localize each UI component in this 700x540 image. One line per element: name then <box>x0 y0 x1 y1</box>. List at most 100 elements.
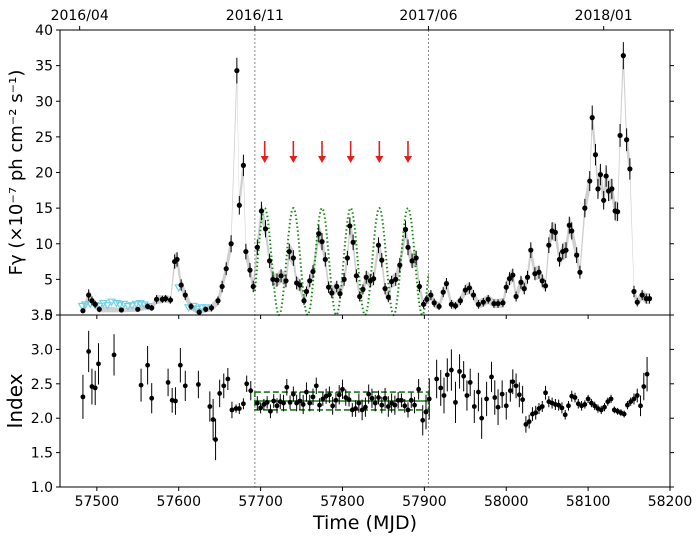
flux-point <box>470 292 477 298</box>
red-arrow-head <box>260 156 269 163</box>
index-point <box>307 400 313 406</box>
flux-point <box>258 208 265 214</box>
flux-point <box>250 283 256 290</box>
index-panel-frame <box>59 314 671 488</box>
flux-y-tick-label: 40 <box>35 23 53 39</box>
x-tick-label: 58000 <box>484 494 529 510</box>
x-tick-label: 57600 <box>156 494 201 510</box>
index-point <box>330 403 336 409</box>
flux-point <box>420 301 427 307</box>
flux-point <box>402 226 409 233</box>
red-arrow-head <box>346 156 355 163</box>
red-arrow-head <box>375 156 384 163</box>
flux-point <box>188 303 194 310</box>
index-point <box>254 400 260 406</box>
flux-point <box>347 223 353 229</box>
flux-point <box>424 296 430 302</box>
flux-point <box>329 290 335 296</box>
flux-point <box>363 274 369 280</box>
flux-point <box>521 286 527 292</box>
index-point <box>271 398 277 404</box>
flux-point <box>595 186 601 192</box>
flux-y-tick-label: 5 <box>44 272 53 288</box>
index-point <box>628 399 634 405</box>
flux-point <box>283 278 289 284</box>
index-y-tick-label: 1.5 <box>31 446 53 462</box>
index-point <box>405 407 411 413</box>
flux-point <box>307 278 313 284</box>
index-point <box>621 411 627 417</box>
index-point <box>444 372 450 378</box>
index-point <box>217 391 223 396</box>
flux-point <box>163 296 169 302</box>
x-tick-label: 57700 <box>238 494 283 510</box>
red-arrow-head <box>289 156 298 163</box>
x-axis-label: Time (MJD) <box>312 512 417 534</box>
index-point <box>605 399 611 405</box>
x-tick-label: 58200 <box>648 494 693 510</box>
index-point <box>520 397 526 403</box>
flux-point <box>267 258 273 264</box>
flux-point <box>466 285 472 291</box>
index-point <box>165 380 171 385</box>
flux-point <box>334 283 340 290</box>
index-point <box>566 403 571 409</box>
index-point <box>457 369 462 374</box>
flux-point <box>491 301 497 307</box>
flux-point <box>614 209 621 215</box>
index-point <box>608 396 614 402</box>
flux-y-tick-label: 35 <box>35 59 53 75</box>
index-point <box>346 397 352 403</box>
index-point <box>533 410 539 416</box>
index-point <box>503 403 509 409</box>
flux-y-tick-label: 10 <box>35 237 53 253</box>
flux-y-tick-label: 25 <box>35 130 53 146</box>
flux-point <box>448 301 454 307</box>
flux-point <box>274 277 280 283</box>
flux-point <box>634 299 640 305</box>
flux-point <box>480 299 486 305</box>
flux-point <box>86 292 92 298</box>
flux-point <box>495 301 501 307</box>
index-point <box>385 404 391 409</box>
flux-point <box>428 292 434 298</box>
index-point <box>369 395 375 401</box>
index-point <box>281 400 286 406</box>
index-point <box>634 393 640 398</box>
index-point <box>476 389 481 395</box>
index-y-tick-label: 1.0 <box>31 480 53 496</box>
index-point <box>526 419 532 425</box>
flux-point <box>385 294 391 300</box>
index-y-axis-label: Index <box>3 373 27 428</box>
red-arrow-head <box>403 156 412 163</box>
index-point <box>426 396 432 402</box>
flux-point <box>405 244 411 250</box>
index-point <box>471 404 477 409</box>
index-point <box>244 381 250 387</box>
flux-point <box>360 286 366 292</box>
flux-point <box>601 197 607 203</box>
index-point <box>434 376 440 382</box>
flux-point <box>556 256 563 263</box>
index-point <box>304 389 309 395</box>
flux-point <box>303 288 310 295</box>
flux-point <box>397 262 403 268</box>
flux-point <box>513 293 519 300</box>
index-point <box>562 412 568 418</box>
flux-point <box>524 274 531 280</box>
flux-point <box>353 273 360 279</box>
index-point <box>392 402 398 408</box>
index-point <box>523 421 529 427</box>
flux-point <box>234 68 240 74</box>
index-point <box>229 407 235 413</box>
index-point <box>258 405 264 411</box>
index-point <box>372 400 378 406</box>
index-point <box>467 380 473 385</box>
flux-point <box>215 298 221 304</box>
flux-point <box>154 296 160 302</box>
index-point <box>207 404 213 409</box>
x-tick-label: 58100 <box>566 494 611 510</box>
flux-point <box>452 303 459 309</box>
